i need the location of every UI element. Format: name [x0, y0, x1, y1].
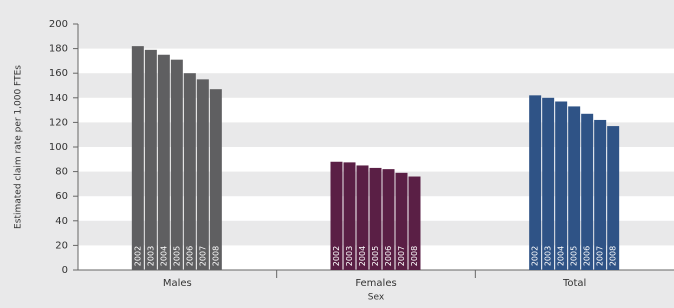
bar-year-label: 2003 [146, 246, 155, 266]
bar [369, 167, 382, 270]
bar [157, 54, 170, 270]
bar-year-label: 2005 [371, 246, 380, 266]
bar [568, 106, 581, 270]
y-tick-label: 0 [62, 265, 68, 276]
bar-year-label: 2006 [185, 246, 194, 266]
bar [183, 73, 196, 270]
y-tick-label: 140 [49, 93, 68, 104]
bar-year-label: 2002 [133, 246, 142, 266]
bar-year-label: 2007 [596, 246, 605, 266]
y-tick-label: 80 [55, 167, 68, 178]
bar [196, 79, 209, 270]
bar-year-label: 2005 [172, 246, 181, 266]
bar-year-label: 2006 [583, 246, 592, 266]
bar-year-label: 2008 [609, 246, 618, 266]
y-tick-label: 20 [55, 240, 68, 251]
y-tick-label: 60 [55, 191, 68, 202]
bar-year-label: 2007 [397, 246, 406, 266]
y-tick-label: 200 [49, 19, 68, 30]
y-tick-label: 100 [49, 142, 68, 153]
y-tick-label: 180 [49, 44, 68, 55]
bar [607, 126, 620, 270]
bar [408, 176, 421, 270]
bar [343, 162, 356, 270]
bar-year-label: 2007 [198, 246, 207, 266]
bar-year-label: 2003 [345, 246, 354, 266]
y-axis-label: Estimated claim rate per 1,000 FTEs [14, 65, 24, 229]
bar [356, 165, 369, 270]
bar [131, 46, 144, 270]
bar [330, 161, 343, 270]
bar-year-label: 2005 [570, 246, 579, 266]
bar-year-label: 2004 [358, 246, 367, 266]
y-tick-label: 120 [49, 117, 68, 128]
x-tick-label: Total [562, 278, 586, 289]
x-tick-label: Females [355, 278, 396, 289]
bar [209, 89, 222, 270]
x-axis-label: Sex [368, 293, 385, 303]
bar-year-label: 2002 [531, 246, 540, 266]
bar [170, 59, 183, 270]
bar-year-label: 2006 [384, 246, 393, 266]
bar [382, 169, 395, 270]
bar-year-label: 2008 [211, 246, 220, 266]
bar [395, 172, 408, 270]
y-tick-label: 160 [49, 68, 68, 79]
bar [529, 95, 542, 270]
bar [144, 49, 157, 270]
x-tick-label: Males [163, 278, 192, 289]
bar [594, 119, 607, 270]
y-tick-label: 40 [55, 216, 68, 227]
bar-year-label: 2004 [159, 246, 168, 266]
bar-year-label: 2003 [544, 246, 553, 266]
bar [581, 113, 594, 270]
bar-year-label: 2004 [557, 246, 566, 266]
bar-year-label: 2002 [332, 246, 341, 266]
bar [542, 97, 555, 270]
bar-year-label: 2008 [410, 246, 419, 266]
bar [555, 101, 568, 271]
